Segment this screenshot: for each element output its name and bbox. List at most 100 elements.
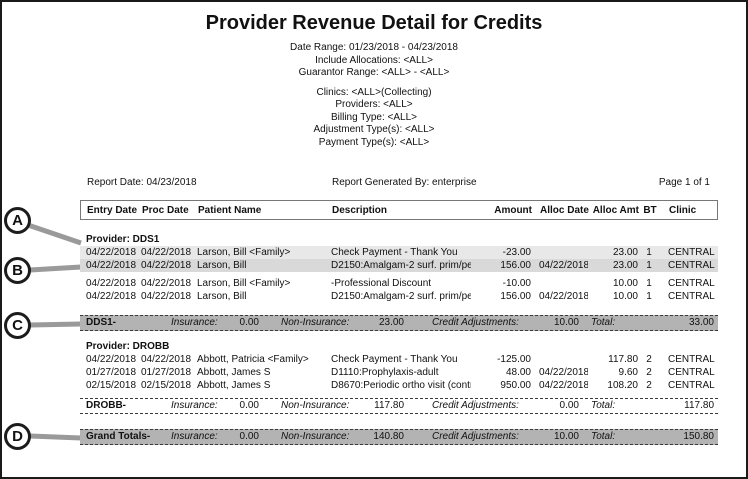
credit-adjustments-label: Credit Adjustments: [432,431,519,442]
credit-adjustments-label: Credit Adjustments: [432,400,519,411]
insurance-label: Insurance: [171,317,218,328]
cell-proc-date: 02/15/2018 [141,380,192,391]
cell-alloc-date: 04/22/2018 [539,260,588,271]
total-label: Total: [591,431,616,442]
cell-proc-date: 04/22/2018 [141,260,192,271]
cell-entry-date: 01/27/2018 [86,367,137,378]
header-description: Description [332,204,388,216]
cell-description: D2150:Amalgam-2 surf. prim/perm [331,260,471,271]
header-patient-name: Patient Name [198,204,262,216]
total-value: 150.80 [683,431,714,442]
cell-alloc-amt: 108.20 [607,380,638,391]
total-value: 117.80 [684,400,714,411]
param-billing-type: Billing Type: <ALL> [331,111,417,123]
param-guarantor-range: Guarantor Range: <ALL> - <ALL> [298,67,450,78]
cell-patient-name: Larson, Bill <Family> [197,278,291,289]
report-date: Report Date: 04/23/2018 [87,177,197,188]
insurance-value: 0.00 [239,400,259,411]
non-insurance-value: 117.80 [374,400,404,411]
cell-description: D2150:Amalgam-2 surf. prim/perm [331,291,471,302]
cell-amount: -23.00 [502,247,531,258]
cell-patient-name: Abbott, James S [197,380,271,391]
param-adjustment-types: Adjustment Type(s): <ALL> [313,124,435,135]
totals-provider-label: DDS1- [86,317,117,328]
insurance-value: 0.00 [239,431,259,442]
credit-adjustments-value: 0.00 [559,400,579,411]
callout-a-badge: A [4,207,31,234]
cell-bt: 1 [646,291,652,302]
table-row: 01/27/2018 01/27/2018 Abbott, James S D1… [80,366,718,379]
cell-bt: 2 [646,380,652,391]
total-label: Total: [591,317,616,328]
cell-alloc-date: 04/22/2018 [539,291,588,302]
insurance-value: 0.00 [239,317,259,328]
cell-clinic: CENTRAL [668,278,715,289]
cell-amount: 950.00 [500,380,531,391]
cell-clinic: CENTRAL [668,380,715,391]
cell-entry-date: 04/22/2018 [86,291,137,302]
provider-totals-row-drobb: DROBB- Insurance: 0.00 Non-Insurance: 11… [80,398,718,414]
cell-alloc-amt: 23.00 [612,247,638,258]
insurance-label: Insurance: [171,431,218,442]
cell-description: Check Payment - Thank You [331,247,458,258]
table-row: 04/22/2018 04/22/2018 Larson, Bill <Fami… [80,277,718,290]
cell-amount: 48.00 [505,367,531,378]
cell-amount: 156.00 [500,260,531,271]
provider-totals-row-dds1: DDS1- Insurance: 0.00 Non-Insurance: 23.… [80,315,718,331]
cell-alloc-amt: 117.80 [608,354,638,365]
cell-entry-date: 04/22/2018 [86,278,137,289]
cell-amount: 156.00 [500,291,531,302]
cell-proc-date: 04/22/2018 [141,291,192,302]
cell-description: Check Payment - Thank You [331,354,458,365]
report-parameters: Date Range: 01/23/2018 - 04/23/2018 Incl… [2,42,746,149]
param-include-allocations: Include Allocations: <ALL> [315,54,433,66]
page-title: Provider Revenue Detail for Credits [205,12,543,34]
non-insurance-label: Non-Insurance: [281,431,350,442]
non-insurance-label: Non-Insurance: [281,400,350,411]
non-insurance-label: Non-Insurance: [281,317,350,328]
callout-d-badge: D [4,423,31,450]
cell-clinic: CENTRAL [668,354,715,365]
cell-alloc-date: 04/22/2018 [539,367,588,378]
cell-proc-date: 04/22/2018 [141,278,192,289]
cell-bt: 1 [646,278,652,289]
cell-clinic: CENTRAL [668,291,715,302]
callout-c-badge: C [4,312,31,339]
non-insurance-value: 140.80 [373,431,404,442]
cell-alloc-amt: 10.00 [612,278,638,289]
total-label: Total: [591,400,616,411]
cell-bt: 1 [646,247,652,258]
cell-proc-date: 04/22/2018 [141,354,192,365]
grand-totals-label: Grand Totals- [86,431,151,442]
cell-entry-date: 02/15/2018 [86,380,137,391]
table-row: 02/15/2018 02/15/2018 Abbott, James S D8… [80,379,718,392]
cell-alloc-amt: 9.60 [618,367,638,378]
param-clinics: Clinics: <ALL>(Collecting) [316,86,432,98]
callout-b-badge: B [4,257,31,284]
non-insurance-value: 23.00 [378,317,404,328]
header-alloc-amt: Alloc Amt [592,204,639,216]
page-number: Page 1 of 1 [658,177,710,188]
cell-patient-name: Abbott, Patricia <Family> [197,354,309,365]
cell-amount: -125.00 [497,354,531,365]
table-row-highlighted: 04/22/2018 04/22/2018 Larson, Bill D2150… [80,259,718,272]
cell-alloc-date: 04/22/2018 [539,380,588,391]
cell-description: D8670:Periodic ortho visit (contract) [331,380,471,391]
cell-clinic: CENTRAL [668,247,715,258]
cell-amount: -10.00 [502,278,531,289]
cell-patient-name: Abbott, James S [197,367,271,378]
header-clinic: Clinic [669,204,697,216]
cell-proc-date: 04/22/2018 [141,247,192,258]
cell-patient-name: Larson, Bill [197,291,247,302]
cell-entry-date: 04/22/2018 [86,260,137,271]
header-amount: Amount [494,204,532,216]
provider-label-drobb: Provider: DROBB [86,341,170,352]
credit-adjustments-value: 10.00 [553,431,579,442]
table-row: 04/22/2018 04/22/2018 Abbott, Patricia <… [80,353,718,366]
table-row: 04/22/2018 04/22/2018 Larson, Bill <Fami… [80,246,718,259]
param-date-range: Date Range: 01/23/2018 - 04/23/2018 [290,42,458,53]
cell-bt: 2 [646,367,652,378]
credit-adjustments-label: Credit Adjustments: [432,317,519,328]
cell-patient-name: Larson, Bill [197,260,247,271]
